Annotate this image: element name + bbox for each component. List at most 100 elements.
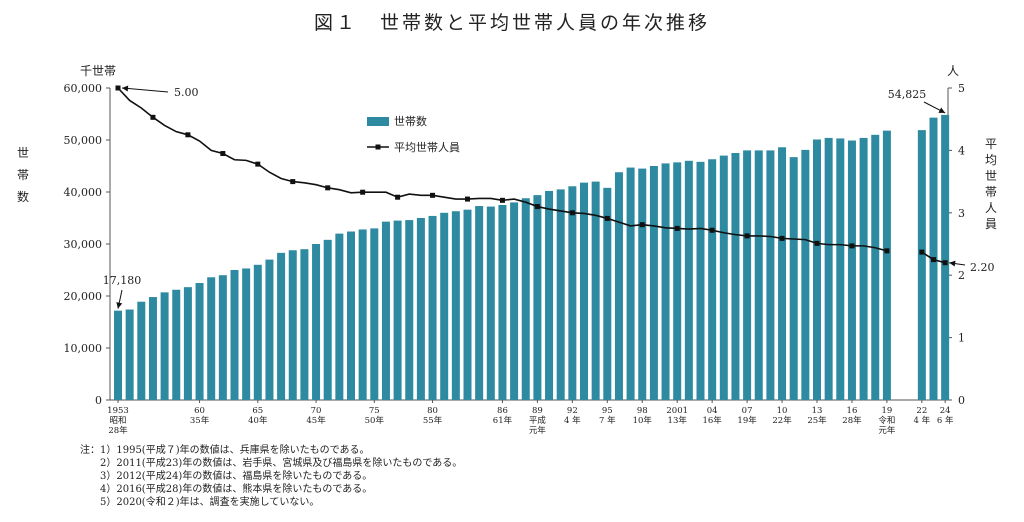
household-bar <box>288 250 297 400</box>
x-tick-label: 92 <box>567 406 578 416</box>
x-tick-label: 61年 <box>493 415 513 426</box>
x-tick-label: 25年 <box>807 415 827 426</box>
household-bar <box>172 289 181 400</box>
household-bar <box>300 249 309 400</box>
x-tick-label: 22年 <box>772 415 792 426</box>
household-bar <box>882 130 891 400</box>
x-tick-label: 令和 <box>878 415 895 426</box>
annotation-arrow <box>121 87 169 93</box>
household-bar <box>661 163 670 400</box>
avg-members-marker <box>604 215 610 221</box>
avg-members-marker <box>639 222 645 228</box>
left-axis-unit: 千世帯 <box>80 64 116 78</box>
household-bar <box>358 229 367 400</box>
household-bar <box>603 187 612 400</box>
avg-members-marker <box>884 248 890 254</box>
household-bar <box>335 233 344 400</box>
avg-members-marker <box>849 243 855 249</box>
left-axis-title: 世帯数 <box>16 142 30 208</box>
x-tick-label: 89 <box>532 406 543 416</box>
x-tick-label: 75 <box>369 406 380 416</box>
right-tick-label: 1 <box>958 332 965 345</box>
household-bar <box>207 277 216 400</box>
household-bar <box>323 239 332 400</box>
right-axis-unit: 人 <box>947 64 959 78</box>
annotation-first-households: 17,180 <box>103 274 142 287</box>
avg-members-marker <box>674 225 680 231</box>
left-axis-title-char: 帯 <box>16 168 29 182</box>
left-tick-label: 20,000 <box>64 290 103 303</box>
household-bar <box>941 114 950 400</box>
avg-members-marker <box>744 233 750 239</box>
chart-title: 図１ 世帯数と平均世帯人員の年次推移 <box>313 12 710 34</box>
household-bar <box>801 149 810 400</box>
x-tick-label: 7 年 <box>599 415 616 426</box>
household-bar <box>195 283 204 400</box>
household-bar <box>510 202 519 400</box>
x-tick-label: 07 <box>742 406 753 416</box>
household-bar <box>568 186 577 400</box>
annotation-arrow-head <box>949 260 956 267</box>
x-tick-label: 98 <box>637 406 648 416</box>
household-bar <box>673 162 682 400</box>
household-bar <box>521 198 530 400</box>
household-bar <box>580 182 588 400</box>
household-bar <box>591 181 600 400</box>
footnote: 注：1）1995(平成７)年の数値は、兵庫県を除いたものである。 <box>80 445 370 456</box>
right-axis-title-char: 均 <box>984 153 997 167</box>
x-tick-label: 13年 <box>668 415 688 426</box>
x-tick-label: 22 <box>916 406 927 416</box>
household-bar <box>789 157 798 400</box>
avg-members-marker <box>499 197 505 203</box>
household-bar <box>277 252 286 400</box>
household-bar <box>451 211 460 400</box>
household-bar <box>545 190 554 400</box>
footnote: 5）2020(令和２)年は、調査を実施していない。 <box>80 497 320 508</box>
household-bar <box>347 231 355 400</box>
household-bar <box>859 137 868 401</box>
household-bar <box>638 168 647 400</box>
household-bar <box>242 268 251 400</box>
household-bar <box>416 218 425 400</box>
legend-bar-swatch <box>367 117 389 126</box>
household-bar <box>778 147 787 400</box>
household-bar <box>533 195 542 400</box>
right-tick-label: 3 <box>958 207 965 220</box>
x-tick-label: 65 <box>252 406 263 416</box>
x-tick-label: 4 年 <box>914 415 931 426</box>
household-bar <box>230 270 239 400</box>
household-bar <box>312 244 321 400</box>
right-tick-label: 0 <box>958 394 965 407</box>
avg-members-marker <box>779 235 785 241</box>
avg-members-marker <box>534 204 540 210</box>
household-bar <box>475 206 484 400</box>
household-bar <box>743 150 752 400</box>
right-tick-label: 5 <box>958 82 965 95</box>
household-bar <box>125 309 134 400</box>
left-tick-label: 50,000 <box>64 134 103 147</box>
household-bar <box>486 206 495 400</box>
x-tick-label: 4 年 <box>564 415 581 426</box>
household-bar <box>463 209 472 400</box>
avg-members-marker <box>919 249 925 255</box>
household-bar <box>148 297 157 400</box>
annotation-last-avg: 2.20 <box>970 261 995 274</box>
left-tick-label: 10,000 <box>64 342 103 355</box>
footnote: 2）2011(平成23)年の数値は、岩手県、宮城県及び福島県を除いたものである。 <box>80 458 463 469</box>
left-axis-title-char: 数 <box>16 190 29 204</box>
avg-members-marker <box>290 179 296 185</box>
avg-members-marker <box>325 185 331 191</box>
annotation-last-households: 54,825 <box>888 88 927 101</box>
household-bar <box>114 310 122 400</box>
household-bar <box>265 259 274 400</box>
household-bar <box>253 264 262 400</box>
footnotes: 注：1）1995(平成７)年の数値は、兵庫県を除いたものである。 2）2011(… <box>80 444 462 509</box>
household-bar <box>824 137 833 401</box>
avg-members-marker <box>220 151 226 157</box>
household-bar <box>731 153 740 400</box>
household-bar <box>183 287 192 400</box>
x-tick-label: 19 <box>881 406 892 416</box>
household-bar <box>137 301 146 400</box>
household-bar <box>393 220 402 400</box>
x-tick-label: 19年 <box>737 415 757 426</box>
